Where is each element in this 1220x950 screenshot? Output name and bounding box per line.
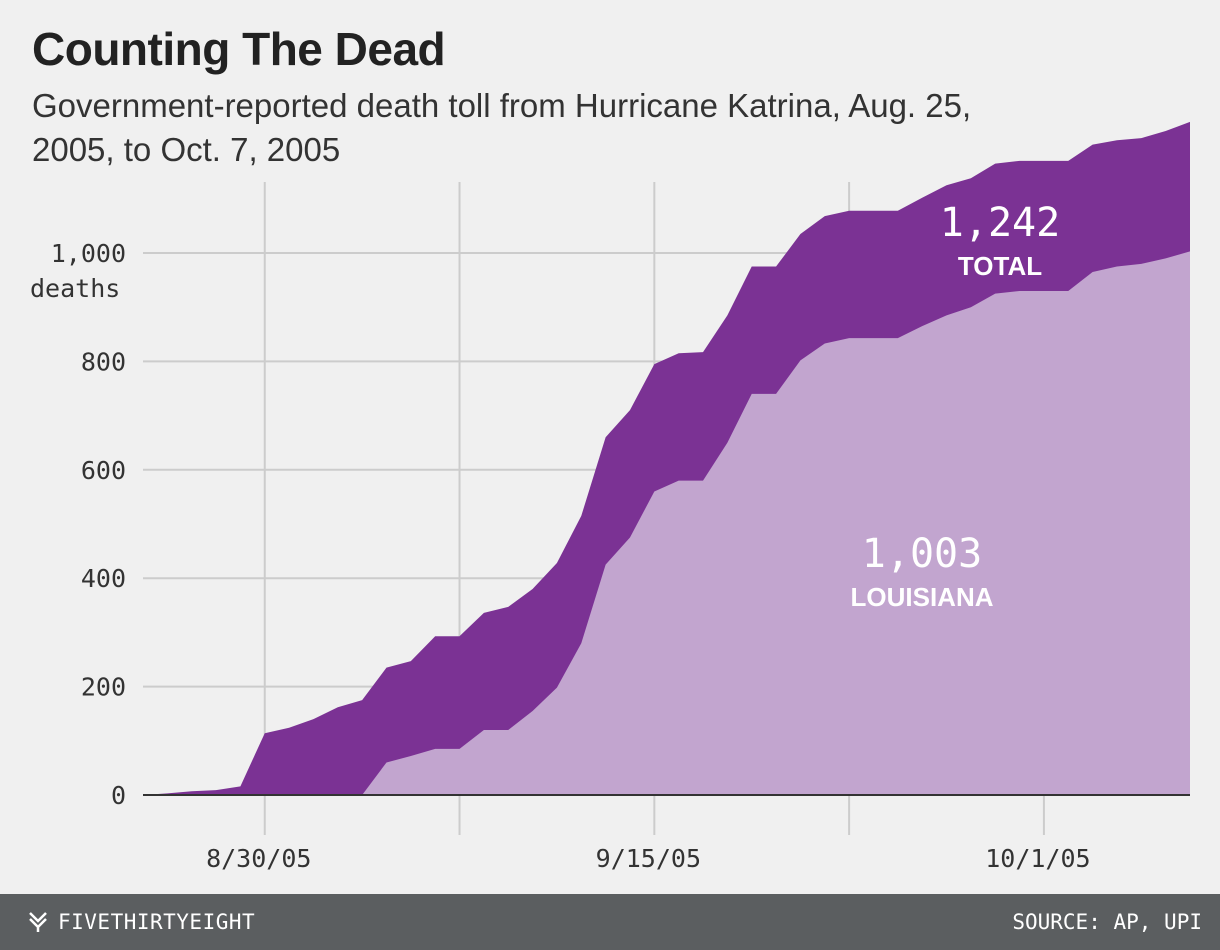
annotation-total: 1,242 TOTAL: [940, 200, 1060, 281]
brand: FIVETHIRTYEIGHT: [28, 910, 255, 934]
y-tick-label: 400: [81, 564, 126, 593]
area-louisiana: [143, 251, 1190, 795]
y-tick-label: 600: [81, 456, 126, 485]
fivethirtyeight-logo-icon: [29, 912, 47, 932]
chart-title: Counting The Dead: [32, 23, 446, 75]
y-axis-unit-label: deaths: [30, 274, 120, 303]
source-note: SOURCE: AP, UPI: [1012, 910, 1202, 934]
x-axis-ticks: 8/30/05 9/15/05 10/1/05: [206, 844, 1091, 873]
x-tick-label: 10/1/05: [985, 844, 1090, 873]
y-tick-label: 800: [81, 347, 126, 376]
annotation-louisiana-value: 1,003: [862, 531, 982, 577]
annotation-louisiana: 1,003 LOUISIANA: [851, 531, 994, 612]
footer-bar: FIVETHIRTYEIGHT SOURCE: AP, UPI: [0, 894, 1220, 950]
y-tick-label: 1,000: [51, 239, 126, 268]
x-tick-label: 8/30/05: [206, 844, 311, 873]
y-tick-label: 200: [81, 673, 126, 702]
area-chart: 0 200 400 600 800 1,000 deaths 8/30/05 9/15/05…: [30, 121, 1190, 873]
annotation-louisiana-label: LOUISIANA: [851, 582, 994, 612]
annotation-total-value: 1,242: [940, 200, 1060, 246]
y-axis-ticks: 0 200 400 600 800 1,000: [51, 239, 126, 810]
brand-name: FIVETHIRTYEIGHT: [58, 910, 256, 934]
chart-subtitle: Government-reported death toll from Hurr…: [32, 87, 972, 168]
x-tick-label: 9/15/05: [596, 844, 701, 873]
annotation-total-label: TOTAL: [958, 251, 1042, 281]
y-tick-label: 0: [111, 781, 126, 810]
